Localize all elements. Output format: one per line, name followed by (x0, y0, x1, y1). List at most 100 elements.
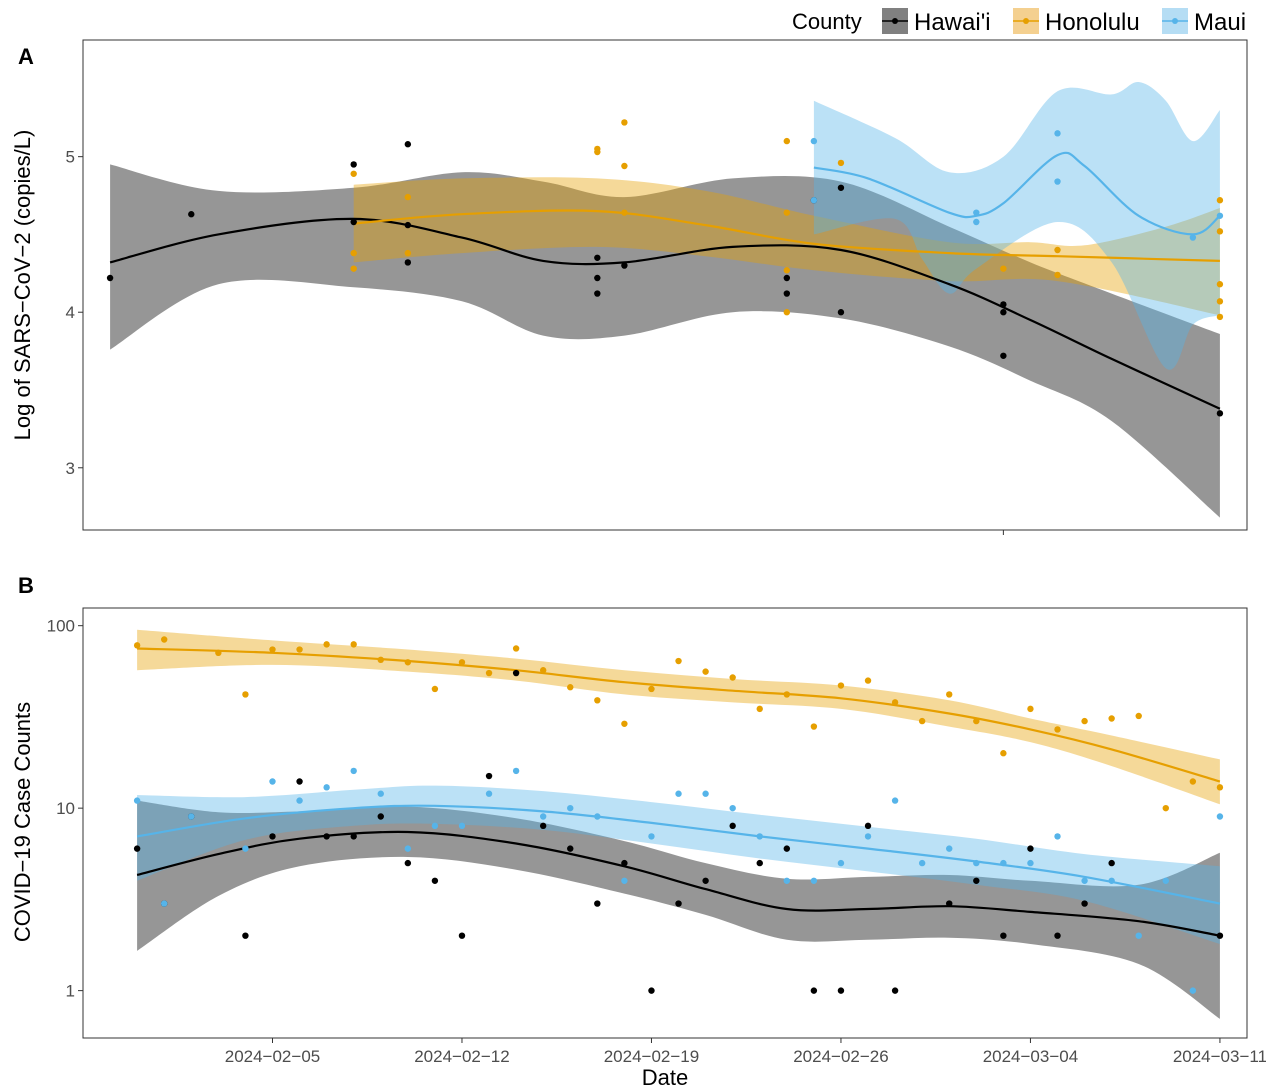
panel-b-point-honolulu (404, 659, 412, 666)
panel-b-x-tick-label: 2024−02−19 (604, 1047, 700, 1066)
panel-b-point-hawaii (458, 932, 466, 939)
panel-a-point-honolulu (1216, 281, 1224, 288)
panel-a-point-hawaii (783, 290, 791, 297)
panel-b-point-maui (837, 859, 845, 867)
panel-b-point-honolulu (377, 656, 384, 664)
panel-b-point-maui (1081, 877, 1088, 884)
panel-b-point-honolulu (458, 659, 466, 666)
panel-b-point-hawaii (1136, 1042, 1142, 1048)
panel-b-point-maui (431, 822, 439, 830)
panel-b-point-maui (485, 790, 493, 797)
panel-a-point-maui (973, 218, 980, 226)
panel-b-point-maui (1162, 877, 1169, 884)
panel-b-point-hawaii (1108, 859, 1115, 867)
panel-b-point-maui (567, 804, 574, 812)
panel-a-point-honolulu (783, 267, 791, 274)
panel-a-fit-line-maui (813, 151, 1221, 236)
panel-b-point-maui (918, 859, 926, 867)
panel-b-point-maui (404, 845, 412, 852)
panel-b-point-honolulu (539, 667, 547, 674)
panel-a-point-maui (810, 197, 818, 204)
panel-b-point-hawaii (594, 900, 601, 907)
legend-key-honolulu-dot (1023, 18, 1029, 24)
panel-b-point-hawaii (404, 859, 412, 867)
panel-b-point-honolulu (350, 641, 357, 648)
panel-b-point-maui (539, 813, 547, 820)
panel-b-point-hawaii (675, 900, 682, 907)
panel-a-point-maui (810, 137, 818, 145)
panel-b-point-honolulu (1189, 778, 1197, 785)
panel-b-point-hawaii (702, 877, 709, 884)
panel-b-point-hawaii (567, 845, 574, 852)
panel-b-point-maui (864, 833, 872, 840)
panel-b-point-hawaii (133, 845, 141, 852)
panel-a-point-hawaii (1000, 309, 1007, 316)
panel-b-point-honolulu (133, 642, 141, 649)
panel-b-point-honolulu (946, 691, 953, 698)
panel-a-point-maui (1216, 212, 1224, 219)
panel-b-point-honolulu (648, 685, 655, 693)
panel-b-point-honolulu (729, 674, 736, 681)
panel-b-point-hawaii (729, 822, 736, 830)
panel-a-point-hawaii (106, 274, 114, 282)
panel-b-point-honolulu (594, 697, 601, 704)
panel-a-y-tick-label: 5 (66, 148, 75, 167)
panel-b-point-honolulu (323, 641, 330, 648)
panel-b-point-honolulu (675, 657, 682, 665)
panel-b-point-honolulu (485, 669, 493, 677)
panel-b-point-honolulu (918, 717, 926, 725)
panel-b-point-maui (377, 790, 384, 797)
panel-b-point-honolulu (1162, 804, 1169, 812)
panel-a-plot: 3 4 5 (66, 81, 1224, 535)
panel-b-point-honolulu (891, 699, 899, 706)
panel-b-tag: B (18, 573, 34, 598)
panel-b-point-maui (1108, 877, 1115, 884)
panel-b-x-tick-label: 2024−03−04 (983, 1047, 1079, 1066)
panel-b-point-honolulu (1027, 705, 1034, 713)
panel-b-point-maui (702, 790, 709, 797)
panel-a-y-tick-label: 3 (66, 459, 75, 478)
panel-b-ylabel: COVID−19 Case Counts (10, 702, 35, 942)
panel-b-point-honolulu (756, 705, 763, 713)
panel-b-point-maui (783, 877, 791, 884)
panel-a-point-hawaii (783, 274, 791, 282)
panel-a-point-honolulu (783, 137, 791, 145)
panel-b-point-maui (458, 822, 466, 830)
panel-b-point-honolulu (864, 677, 872, 684)
panel-a-point-honolulu (783, 209, 791, 216)
panel-b-point-hawaii (539, 822, 547, 830)
panel-b-point-maui (242, 845, 249, 852)
panel-b-point-honolulu (1216, 784, 1224, 791)
legend-item-hawaii: Hawai'i (882, 8, 991, 36)
panel-b-point-honolulu (1108, 715, 1115, 722)
panel-a-point-hawaii (1000, 301, 1007, 308)
panel-b-point-maui (269, 778, 276, 785)
panel-b-point-honolulu (431, 685, 439, 693)
panel-b-point-hawaii (648, 987, 655, 994)
panel-b-point-maui (1135, 932, 1142, 939)
panel-b-point-maui (891, 797, 899, 804)
panel-a-fit-line-honolulu (353, 209, 1220, 262)
panel-b-point-maui (188, 813, 195, 820)
legend-item-honolulu: Honolulu (1013, 8, 1140, 36)
panel-b-point-maui (675, 790, 682, 797)
panel-b-point-hawaii (756, 859, 763, 867)
panel-a-point-honolulu (783, 309, 791, 316)
panel-b-point-hawaii (1216, 932, 1224, 939)
panel-b-y-tick-label: 100 (47, 617, 75, 636)
panel-b-point-hawaii (350, 833, 357, 840)
panel-b-point-hawaii (1054, 932, 1061, 939)
panel-b-point-honolulu (161, 636, 168, 643)
panel-a-fit-line-hawaii (109, 217, 1221, 410)
panel-b-band-hawaii (137, 800, 1220, 1019)
panel-a-point-hawaii (621, 262, 628, 269)
panel-b-point-honolulu (621, 720, 628, 727)
panel-b-fit-line-maui (136, 804, 1221, 905)
legend-label-honolulu: Honolulu (1045, 9, 1140, 36)
panel-a-point-honolulu (837, 159, 845, 167)
panel-a-point-honolulu (1216, 197, 1224, 204)
panel-b-point-maui (296, 797, 303, 804)
panel-b-point-maui (161, 900, 168, 907)
panel-b-point-honolulu (512, 645, 520, 652)
